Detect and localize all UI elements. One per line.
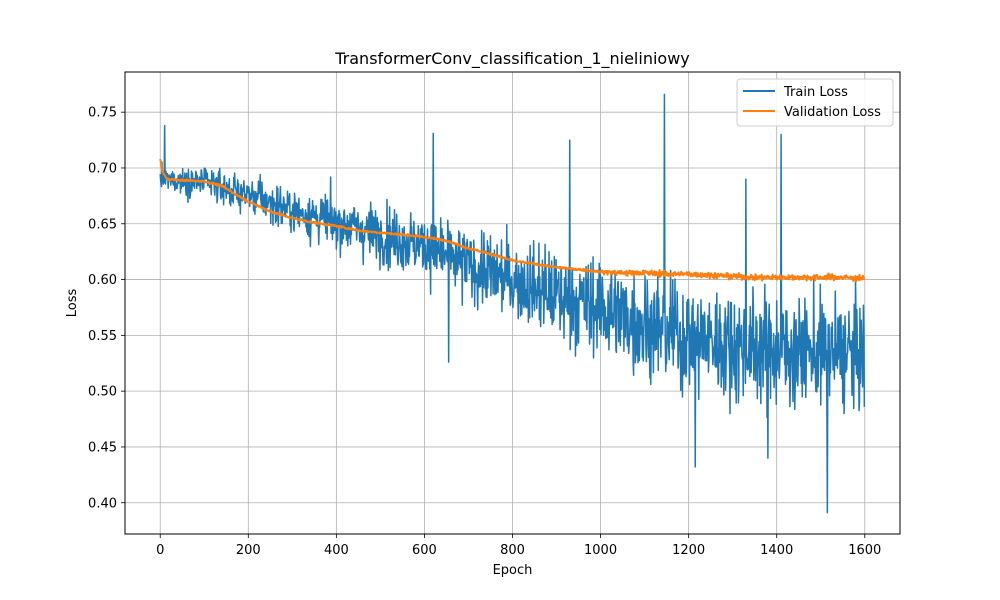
- y-tick-label: 0.65: [88, 217, 117, 232]
- axis-ticks: 0 200 400 600 800 1000 1200 1400 1600 0.40 0.45 0.5…: [88, 106, 881, 558]
- x-tick-label: 1600: [848, 543, 881, 558]
- x-tick-label: 1000: [584, 543, 617, 558]
- series-line-train-loss: [159, 93, 866, 514]
- legend-label-train-loss: Train Loss: [783, 85, 848, 100]
- y-tick-label: 0.75: [88, 106, 117, 121]
- x-tick-label: 400: [324, 543, 349, 558]
- x-axis-label: Epoch: [493, 563, 533, 578]
- x-tick-label: 0: [156, 543, 164, 558]
- series-layer: [159, 93, 866, 514]
- x-tick-label: 1200: [672, 543, 705, 558]
- y-tick-label: 0.60: [88, 273, 117, 288]
- y-tick-label: 0.70: [88, 161, 117, 176]
- y-axis-label: Loss: [65, 289, 80, 318]
- legend-box: [736, 78, 894, 127]
- legend-label-validation-loss: Validation Loss: [784, 105, 881, 120]
- y-tick-label: 0.45: [88, 440, 117, 455]
- y-tick-label: 0.40: [88, 496, 117, 511]
- x-tick-label: 800: [500, 543, 525, 558]
- chart-title: TransformerConv_classification_1_nielini…: [334, 49, 690, 69]
- grid-lines: [125, 72, 900, 534]
- series-line-validation-loss: [159, 158, 866, 283]
- legend: Train Loss Validation Loss: [736, 78, 894, 127]
- x-tick-label: 200: [236, 543, 261, 558]
- x-tick-label: 1400: [760, 543, 793, 558]
- y-tick-label: 0.50: [88, 385, 117, 400]
- y-tick-label: 0.55: [88, 329, 117, 344]
- x-tick-label: 600: [412, 543, 437, 558]
